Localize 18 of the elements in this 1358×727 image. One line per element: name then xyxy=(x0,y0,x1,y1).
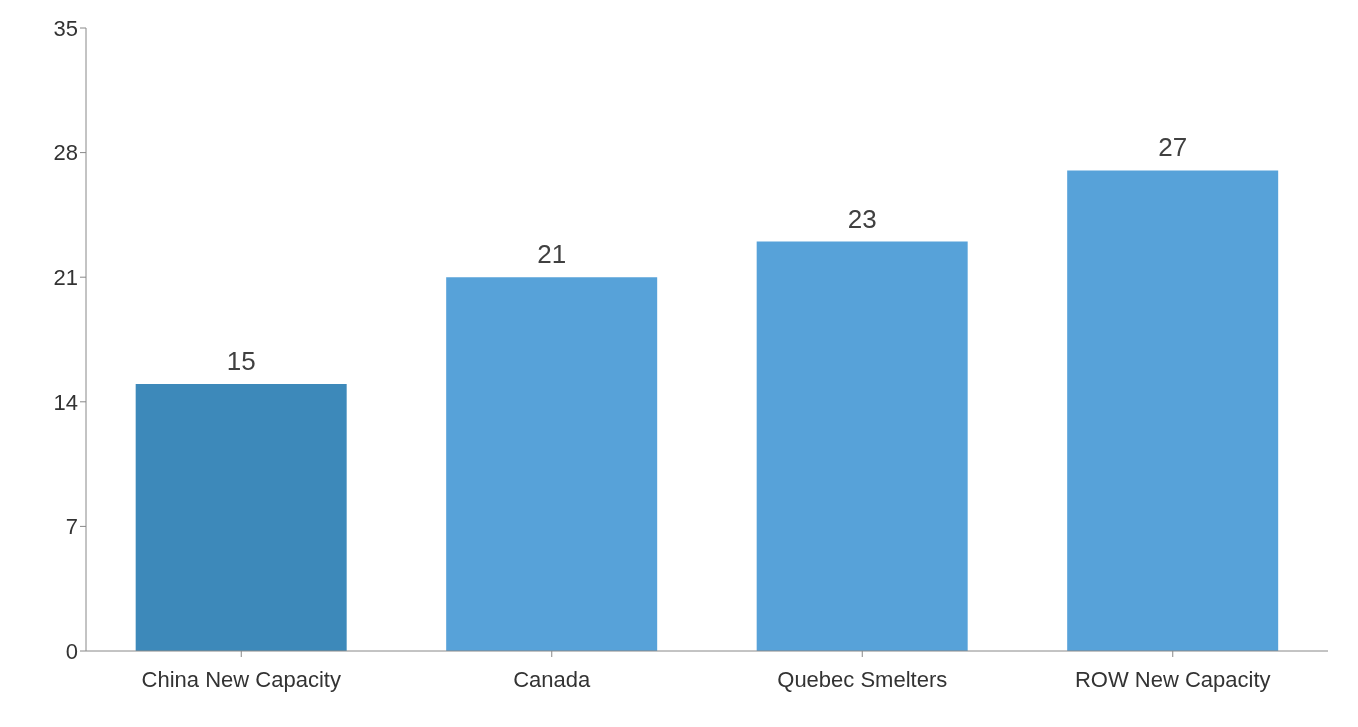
x-tick-label: Canada xyxy=(513,666,592,692)
y-tick-label: 21 xyxy=(53,265,78,291)
y-tick-label: 35 xyxy=(53,15,78,41)
bar xyxy=(756,241,968,651)
y-tick-label: 14 xyxy=(53,389,78,415)
data-label: 23 xyxy=(847,203,877,234)
bar xyxy=(1067,170,1279,651)
x-tick-label: ROW New Capacity xyxy=(1074,666,1271,692)
data-label: 27 xyxy=(1158,132,1188,163)
y-tick-label: 7 xyxy=(65,514,78,540)
bar xyxy=(135,384,347,651)
y-tick-label: 0 xyxy=(65,638,78,664)
x-tick-label: Quebec Smelters xyxy=(777,666,948,692)
data-label: 15 xyxy=(226,346,256,376)
x-tick-label: China New Capacity xyxy=(141,666,341,692)
data-label: 21 xyxy=(537,239,567,270)
bar xyxy=(446,277,658,651)
y-tick-label: 28 xyxy=(53,140,78,166)
